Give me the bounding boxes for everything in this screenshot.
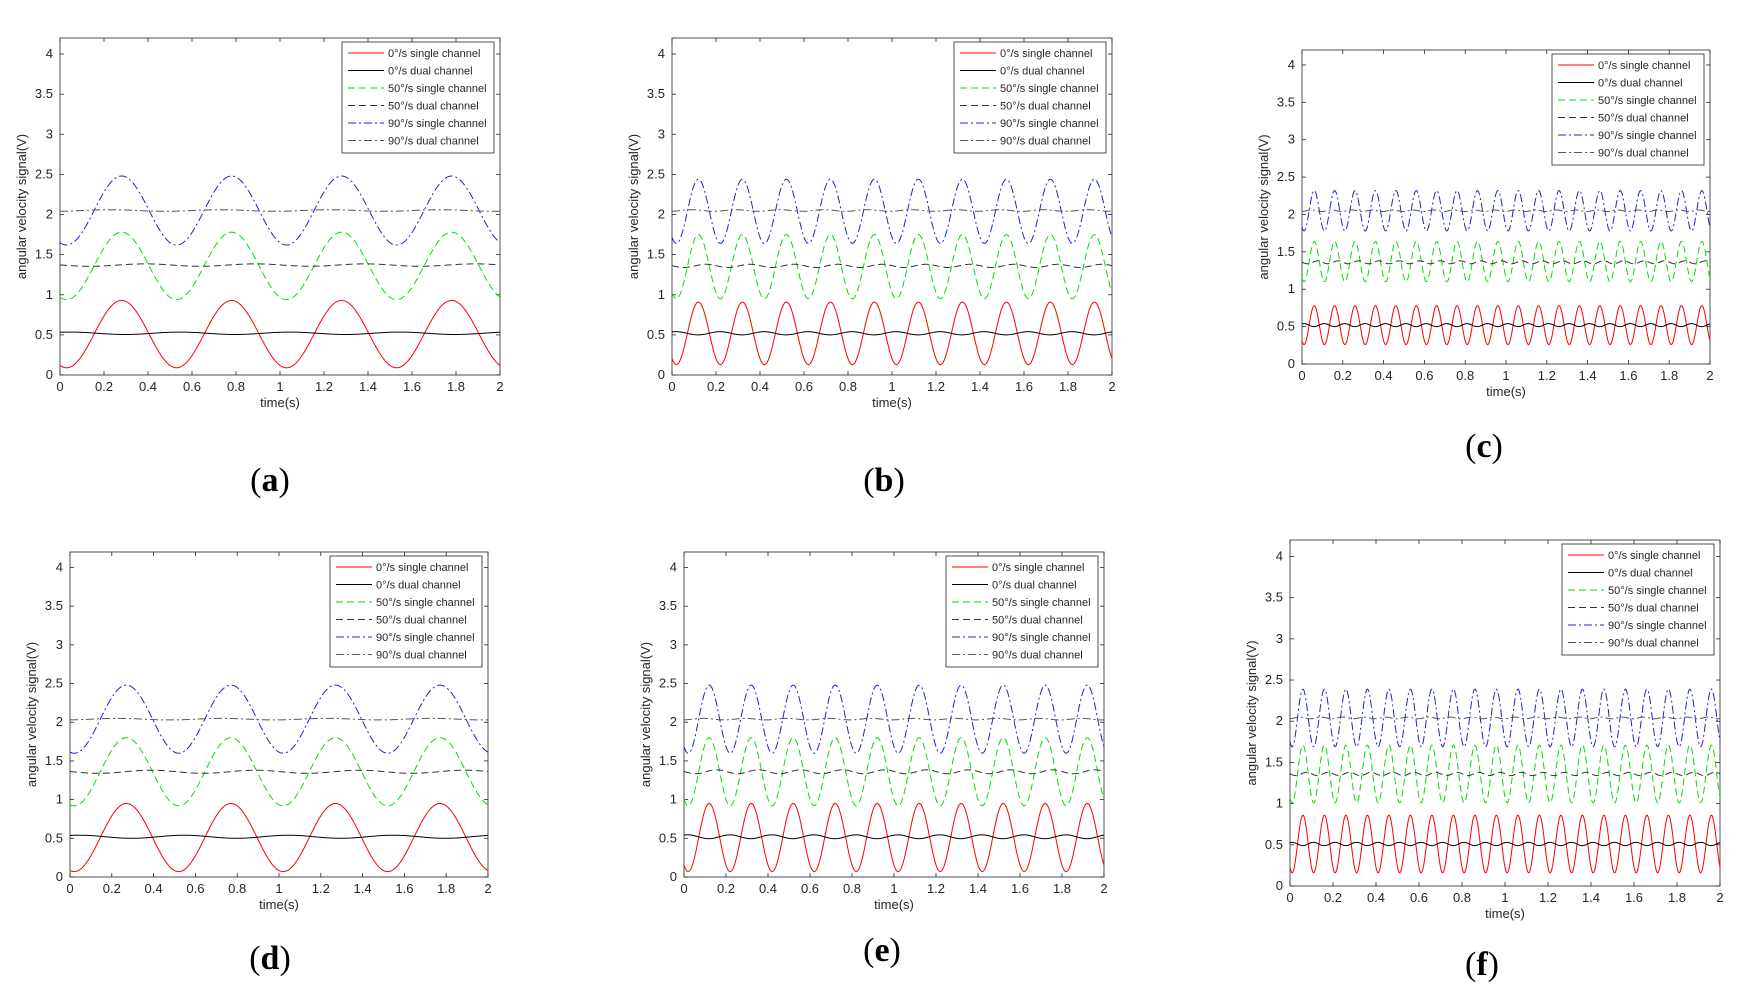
x-tick-label: 2 bbox=[1716, 890, 1723, 905]
x-tick-label: 1 bbox=[1501, 890, 1508, 905]
y-axis-label: angular velocity signal(V) bbox=[1244, 640, 1259, 785]
caption-a: (a) bbox=[250, 462, 290, 499]
legend-entry-label: 90°/s single channel bbox=[1608, 620, 1707, 632]
series-line-1 bbox=[1289, 814, 1721, 874]
series-line-6 bbox=[1289, 716, 1721, 720]
series-line-5 bbox=[1289, 688, 1721, 748]
x-tick-label: 1.8 bbox=[1668, 890, 1686, 905]
legend-entry-label: 90°/s dual channel bbox=[1608, 638, 1699, 650]
y-tick-label: 3.5 bbox=[1265, 590, 1283, 605]
series-line-2 bbox=[1289, 841, 1721, 847]
y-tick-label: 2 bbox=[1276, 713, 1283, 728]
x-tick-label: 1.6 bbox=[1625, 890, 1643, 905]
x-tick-label: 0.4 bbox=[1367, 890, 1385, 905]
y-tick-label: 1.5 bbox=[1265, 754, 1283, 769]
x-axis-label: time(s) bbox=[1485, 906, 1525, 921]
caption-d: (d) bbox=[249, 940, 291, 977]
legend: 0°/s single channel 0°/s dual channel 50°/… bbox=[1561, 543, 1715, 656]
y-tick-label: 0 bbox=[1276, 878, 1283, 893]
caption-f: (f) bbox=[1465, 946, 1499, 983]
caption-b: (b) bbox=[863, 462, 905, 499]
caption-e: (e) bbox=[863, 932, 901, 969]
x-tick-label: 1.2 bbox=[1539, 890, 1557, 905]
x-tick-label: 1.4 bbox=[1582, 890, 1600, 905]
y-tick-label: 0.5 bbox=[1265, 837, 1283, 852]
plot-frame bbox=[1289, 539, 1721, 887]
series-line-4 bbox=[1289, 771, 1721, 777]
x-tick-label: 0 bbox=[1286, 890, 1293, 905]
y-tick-label: 2.5 bbox=[1265, 672, 1283, 687]
legend-entry-label: 50°/s dual channel bbox=[1608, 603, 1699, 615]
legend-entry-label: 0°/s dual channel bbox=[1608, 568, 1693, 580]
legend-box bbox=[1561, 543, 1715, 656]
series-line-3 bbox=[1289, 744, 1721, 804]
y-tick-label: 3 bbox=[1276, 631, 1283, 646]
y-tick-label: 4 bbox=[1276, 548, 1283, 563]
legend-entry-label: 50°/s single channel bbox=[1608, 585, 1707, 597]
y-tick-label: 1 bbox=[1276, 796, 1283, 811]
x-tick-label: 0.2 bbox=[1324, 890, 1342, 905]
legend-entry-label: 0°/s single channel bbox=[1608, 550, 1700, 562]
caption-c: (c) bbox=[1465, 428, 1503, 465]
x-tick-label: 0.8 bbox=[1453, 890, 1471, 905]
x-tick-label: 0.6 bbox=[1410, 890, 1428, 905]
